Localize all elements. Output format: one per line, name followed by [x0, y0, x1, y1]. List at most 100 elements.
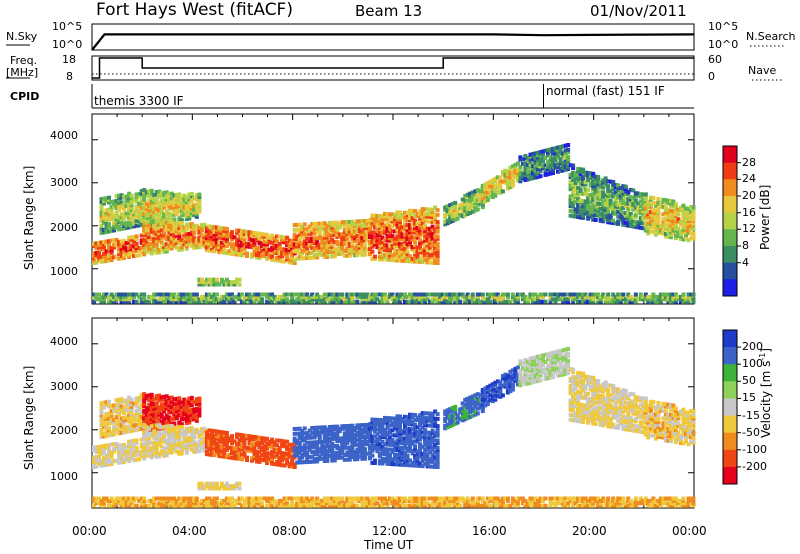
velocity-cell	[520, 361, 525, 365]
power-cell	[245, 251, 249, 256]
power-cell	[127, 238, 132, 243]
velocity-cell	[543, 360, 548, 364]
power-cell	[127, 235, 132, 240]
power-cell	[255, 253, 259, 258]
velocity-cell	[388, 454, 392, 459]
power-cell	[355, 243, 360, 248]
power-cell	[430, 234, 435, 239]
power-cell	[295, 227, 300, 232]
power-cell	[285, 247, 290, 252]
velocity-cell	[362, 454, 367, 459]
power-cell	[420, 255, 425, 260]
velocity-cell	[362, 430, 367, 435]
velocity-cell	[556, 354, 560, 359]
power-cell	[525, 163, 530, 167]
velocity-cell	[410, 412, 415, 417]
velocity-cell	[207, 428, 212, 433]
velocity-cell	[518, 383, 523, 388]
power-cell	[197, 237, 202, 242]
velocity-cell	[202, 438, 207, 443]
velocity-cell	[104, 414, 109, 419]
power-cell	[380, 245, 385, 250]
velocity-cell	[167, 424, 172, 429]
power-cell	[194, 240, 199, 245]
velocity-cell	[124, 429, 129, 434]
velocity-cell	[327, 444, 332, 449]
velocity-cell	[408, 417, 412, 422]
power-cell	[370, 256, 375, 261]
velocity-cell	[197, 406, 202, 411]
velocity-cell	[533, 374, 538, 379]
power-cell	[583, 173, 588, 177]
velocity-cell	[302, 426, 307, 431]
power-cell	[174, 228, 179, 233]
power-cell	[598, 190, 603, 194]
power-cell	[342, 239, 347, 244]
power-cell	[578, 213, 583, 217]
velocity-cell	[435, 440, 440, 445]
velocity-cell	[337, 455, 342, 460]
power-cell	[177, 192, 182, 197]
velocity-cell	[380, 427, 385, 432]
power-cell	[410, 245, 415, 249]
power-cell	[320, 235, 325, 240]
velocity-cell	[240, 457, 244, 462]
velocity-cell	[182, 439, 187, 444]
velocity-cell	[548, 373, 553, 378]
velocity-cell	[154, 449, 159, 454]
power-cell	[533, 161, 538, 165]
power-cell	[312, 229, 317, 234]
velocity-cell	[104, 443, 109, 448]
power-cell	[403, 218, 407, 222]
velocity-cell	[425, 416, 430, 421]
power-cell	[332, 220, 337, 225]
power-cell	[418, 214, 423, 219]
power-cell	[272, 246, 277, 250]
velocity-cell	[581, 388, 586, 393]
power-cell	[566, 150, 571, 155]
velocity-cell	[558, 356, 563, 361]
power-cell	[342, 222, 347, 227]
velocity-cell	[568, 412, 573, 417]
velocity-cell	[142, 396, 147, 401]
power-cell	[174, 204, 179, 209]
power-cell	[425, 219, 430, 224]
velocity-cell	[563, 347, 568, 352]
velocity-cell	[445, 422, 450, 427]
velocity-cell	[388, 462, 392, 466]
power-cell	[410, 228, 415, 233]
power-cell	[197, 235, 202, 240]
power-cell	[179, 211, 184, 215]
velocity-cell	[149, 416, 154, 421]
velocity-cell	[347, 445, 352, 450]
power-cell	[290, 239, 295, 243]
velocity-cell	[418, 435, 423, 439]
velocity-cell	[598, 401, 603, 406]
power-cell	[367, 251, 372, 256]
velocity-cell	[350, 445, 355, 450]
velocity-cell	[137, 457, 142, 462]
power-cell	[581, 208, 586, 213]
power-cell	[601, 204, 606, 209]
velocity-cell	[242, 443, 247, 448]
velocity-cell	[546, 364, 550, 369]
power-cell	[591, 191, 596, 196]
power-cell	[159, 210, 164, 215]
power-cell	[129, 215, 134, 220]
velocity-cell	[395, 462, 400, 467]
velocity-cell	[525, 381, 530, 386]
velocity-cell	[127, 427, 132, 431]
power-cell	[591, 179, 596, 184]
power-cell	[553, 163, 558, 168]
power-cell	[312, 221, 317, 226]
power-cell	[423, 245, 428, 250]
velocity-cell	[142, 404, 147, 409]
velocity-cell	[194, 427, 199, 432]
power-cell	[320, 247, 325, 252]
power-cell	[119, 200, 124, 205]
power-cell	[137, 248, 142, 253]
velocity-cell	[124, 452, 129, 457]
power-cell	[538, 169, 543, 174]
velocity-cell	[300, 429, 305, 433]
velocity-cell	[129, 444, 134, 449]
